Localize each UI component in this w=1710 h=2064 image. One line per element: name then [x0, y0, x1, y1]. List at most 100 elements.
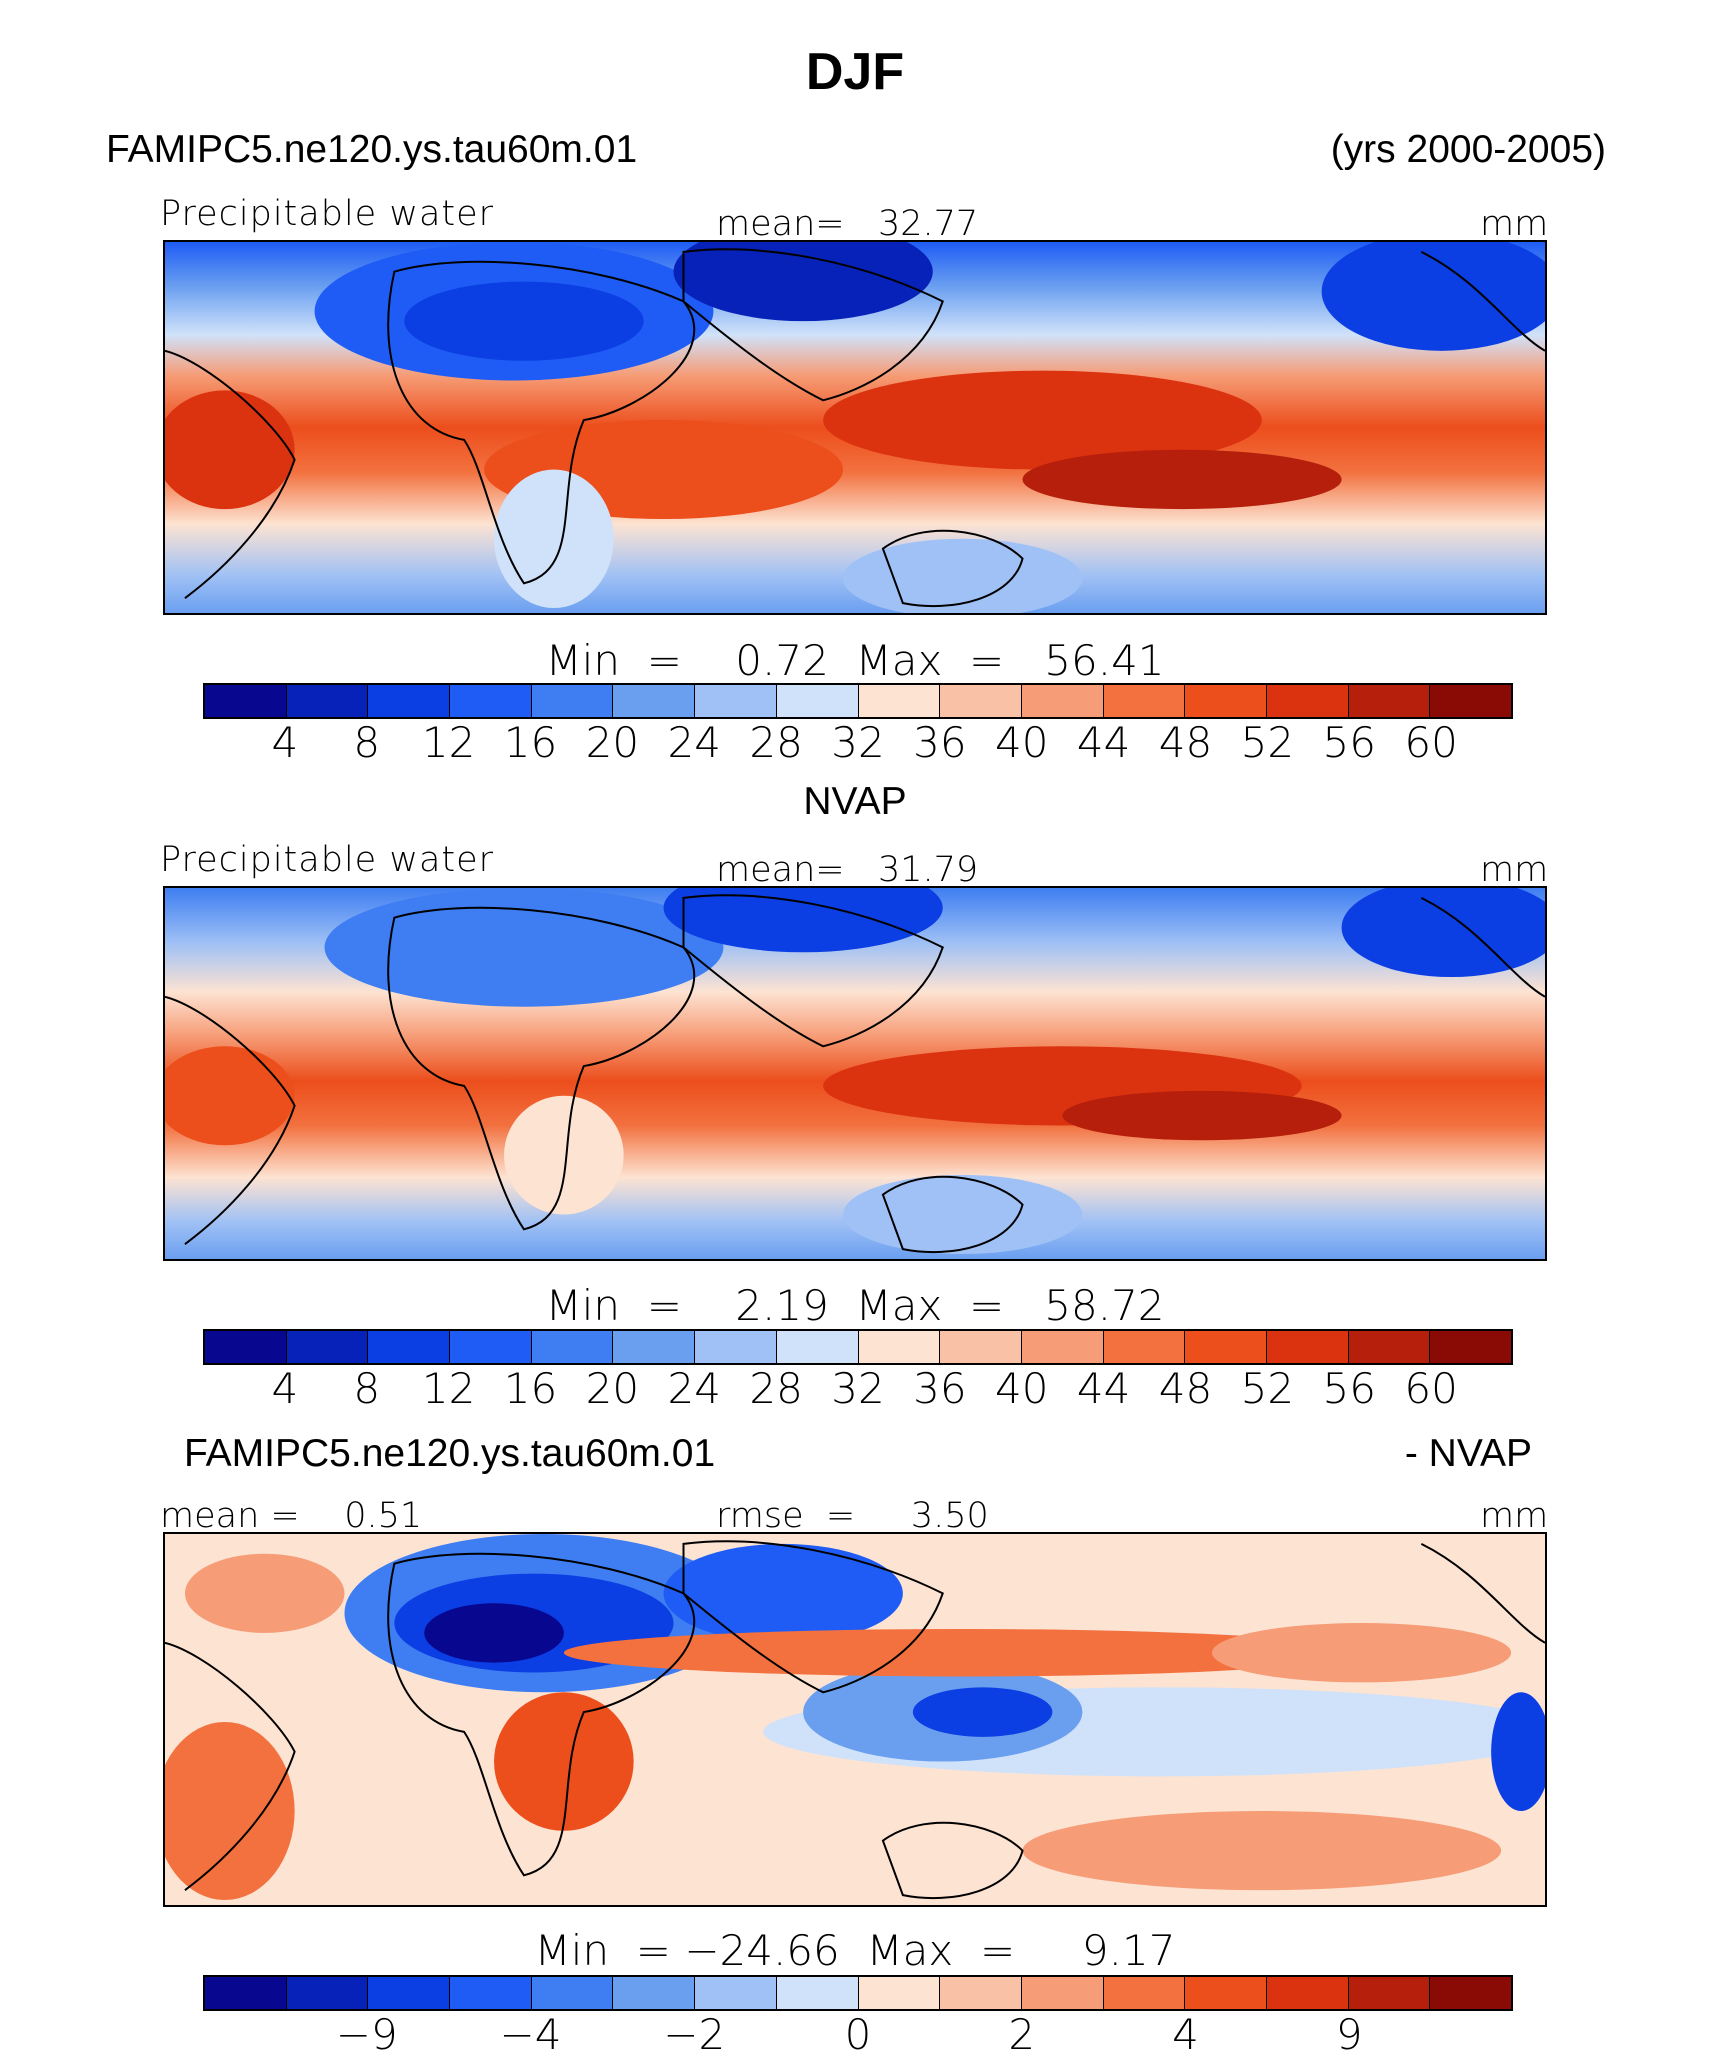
colorbar-box	[1430, 1331, 1511, 1363]
colorbar-box	[940, 1331, 1022, 1363]
colorbar-tick-label: 48	[1158, 718, 1213, 767]
panel1-colorbar-ticks: 4 8 12 16 20 24 28 32 36 40 44 48 52 56 60	[203, 718, 1513, 767]
panel2-map	[163, 886, 1547, 1261]
panel3-colorbar	[203, 1975, 1513, 2011]
colorbar-box	[613, 1977, 696, 2009]
colorbar-box	[368, 1977, 451, 2009]
colorbar-tick-label: 40	[995, 718, 1049, 767]
colorbar-box	[1103, 1331, 1186, 1363]
colorbar-box	[1266, 1331, 1349, 1363]
panel1-units-label: mm	[1480, 204, 1549, 244]
colorbar-box	[368, 1331, 451, 1363]
colorbar-box	[1021, 1977, 1104, 2009]
colorbar-tick-label: 40	[995, 1364, 1049, 1413]
colorbar-tick-label: 0	[844, 2010, 872, 2059]
colorbar-tick-label: 9	[1335, 2010, 1363, 2059]
panel3-field	[165, 1534, 1545, 1905]
figure-title: DJF	[805, 43, 905, 101]
colorbar-tick-label: 44	[1076, 1364, 1131, 1413]
colorbar-box	[205, 1331, 287, 1363]
panel3-rmse-label: rmse = 3.50	[716, 1496, 989, 1536]
panel2-field	[165, 888, 1545, 1259]
panel3-minmax: Min = −24.66 Max = 9.17	[534, 1926, 1176, 1975]
panel2-variable-label: Precipitable water	[160, 840, 495, 880]
years-label: (yrs 2000-2005)	[1330, 128, 1606, 171]
colorbar-box	[450, 1977, 532, 2009]
colorbar-tick-label: 28	[749, 718, 803, 767]
colorbar-tick-label: 16	[503, 1364, 558, 1413]
colorbar-box	[776, 685, 859, 717]
panel2-units-label: mm	[1480, 850, 1549, 890]
colorbar-box	[531, 685, 614, 717]
colorbar-box	[286, 1331, 369, 1363]
panel1-minmax: Min = 0.72 Max = 56.41	[545, 636, 1165, 685]
colorbar-tick-label: 32	[831, 1364, 885, 1413]
colorbar-tick-label: 4	[1172, 2010, 1199, 2059]
panel2-mean-label: mean= 31.79	[716, 850, 979, 890]
panel1-colorbar	[203, 683, 1513, 719]
colorbar-box	[858, 685, 941, 717]
colorbar-tick-label: 60	[1404, 1364, 1458, 1413]
colorbar-box	[695, 685, 777, 717]
colorbar-box	[450, 1331, 532, 1363]
colorbar-tick-label: 52	[1240, 718, 1295, 767]
colorbar-box	[205, 685, 287, 717]
colorbar-tick-label: 16	[503, 718, 558, 767]
colorbar-tick-label: −2	[663, 2010, 726, 2059]
colorbar-box	[1021, 685, 1104, 717]
colorbar-tick-label: 52	[1240, 1364, 1295, 1413]
panel3-mean-label: mean = 0.51	[160, 1496, 423, 1536]
colorbar-tick-label: 60	[1404, 718, 1458, 767]
colorbar-tick-label: 44	[1076, 718, 1131, 767]
panel2-title: NVAP	[803, 780, 907, 823]
colorbar-box	[286, 685, 369, 717]
colorbar-box	[1266, 685, 1349, 717]
panel1-mean-label: mean= 32.77	[716, 204, 979, 244]
colorbar-box	[531, 1977, 614, 2009]
panel1-variable-label: Precipitable water	[160, 194, 495, 234]
colorbar-box	[1185, 1977, 1267, 2009]
colorbar-box	[286, 1977, 369, 2009]
colorbar-tick-label: 20	[585, 1364, 640, 1413]
colorbar-box	[940, 1977, 1022, 2009]
colorbar-tick-label: 56	[1322, 1364, 1376, 1413]
colorbar-tick-label: −4	[499, 2010, 562, 2059]
panel3-title-left: FAMIPC5.ne120.ys.tau60m.01	[184, 1432, 716, 1475]
colorbar-box	[1348, 1977, 1431, 2009]
panel2-minmax: Min = 2.19 Max = 58.72	[545, 1281, 1165, 1330]
colorbar-tick-label: 2	[1008, 2010, 1036, 2059]
colorbar-box	[205, 1977, 287, 2009]
colorbar-tick-label: 24	[667, 1364, 721, 1413]
colorbar-box	[368, 685, 451, 717]
colorbar-tick-label: 28	[749, 1364, 803, 1413]
colorbar-tick-label: −9	[335, 2010, 398, 2059]
colorbar-box	[450, 685, 532, 717]
colorbar-box	[1021, 1331, 1104, 1363]
panel1-field	[165, 242, 1545, 613]
colorbar-tick-label: 8	[353, 718, 381, 767]
colorbar-box	[940, 685, 1022, 717]
panel2-colorbar	[203, 1329, 1513, 1365]
colorbar-box	[858, 1331, 941, 1363]
panel3-colorbar-ticks: −9 −4 −2 0 2 4 9	[203, 2010, 1513, 2059]
colorbar-tick-label: 36	[913, 718, 967, 767]
colorbar-tick-label: 12	[421, 1364, 476, 1413]
colorbar-tick-label: 4	[271, 1364, 299, 1413]
colorbar-box	[1348, 685, 1431, 717]
colorbar-box	[858, 1977, 941, 2009]
colorbar-box	[776, 1331, 859, 1363]
colorbar-box	[1185, 1331, 1267, 1363]
colorbar-box	[531, 1331, 614, 1363]
colorbar-tick-label: 48	[1158, 1364, 1213, 1413]
panel3-map	[163, 1532, 1547, 1907]
colorbar-box	[776, 1977, 859, 2009]
colorbar-tick-label: 4	[271, 718, 299, 767]
colorbar-box	[613, 1331, 696, 1363]
colorbar-tick-label: 12	[421, 718, 476, 767]
panel2-colorbar-ticks: 4 8 12 16 20 24 28 32 36 40 44 48 52 56 60	[203, 1364, 1513, 1413]
colorbar-tick-label: 56	[1322, 718, 1376, 767]
colorbar-tick-label: 24	[667, 718, 721, 767]
colorbar-box	[695, 1331, 777, 1363]
colorbar-box	[695, 1977, 777, 2009]
colorbar-tick-label: 36	[913, 1364, 967, 1413]
